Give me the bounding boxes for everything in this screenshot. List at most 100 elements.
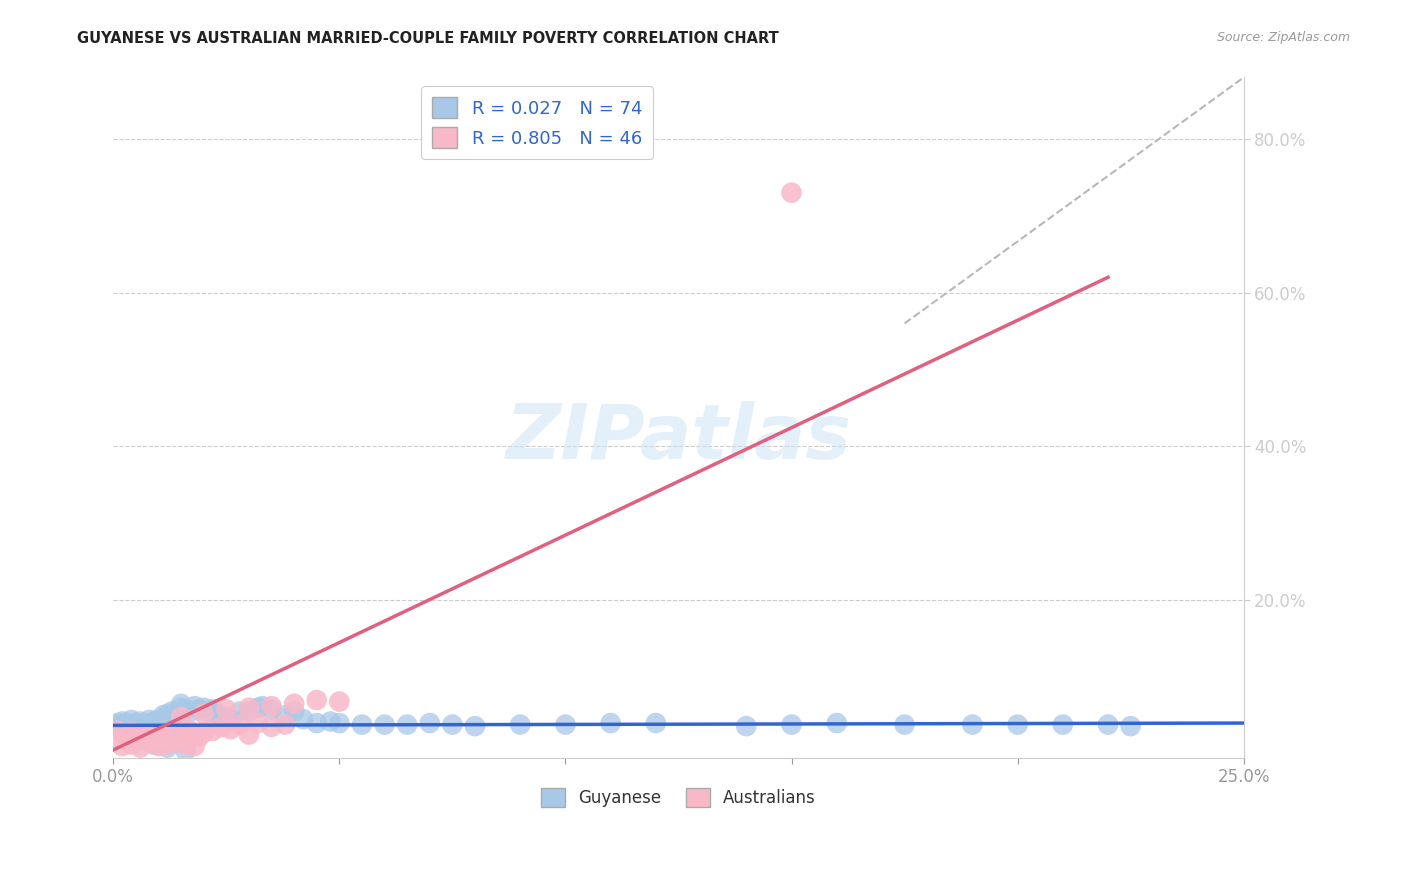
- Point: [219, 712, 242, 726]
- Point: [143, 714, 166, 729]
- Point: [893, 717, 915, 731]
- Point: [148, 713, 170, 727]
- Point: [1052, 717, 1074, 731]
- Point: [115, 725, 138, 739]
- Point: [160, 714, 183, 729]
- Point: [260, 720, 283, 734]
- Point: [125, 730, 148, 744]
- Point: [111, 728, 134, 742]
- Point: [120, 713, 142, 727]
- Legend: Guyanese, Australians: Guyanese, Australians: [534, 781, 823, 814]
- Point: [170, 710, 193, 724]
- Point: [129, 740, 152, 755]
- Point: [152, 728, 174, 742]
- Point: [201, 702, 224, 716]
- Point: [238, 705, 260, 719]
- Point: [201, 723, 224, 738]
- Point: [283, 705, 305, 719]
- Point: [260, 699, 283, 714]
- Point: [183, 728, 205, 742]
- Point: [274, 717, 297, 731]
- Point: [780, 186, 803, 200]
- Point: [554, 717, 576, 731]
- Point: [179, 723, 201, 738]
- Point: [174, 738, 197, 752]
- Point: [138, 713, 160, 727]
- Point: [211, 720, 233, 734]
- Point: [174, 744, 197, 758]
- Point: [599, 716, 621, 731]
- Point: [125, 731, 148, 746]
- Point: [160, 733, 183, 747]
- Point: [274, 708, 297, 723]
- Point: [246, 716, 269, 731]
- Point: [1097, 717, 1119, 731]
- Point: [174, 702, 197, 716]
- Point: [120, 717, 142, 731]
- Point: [138, 730, 160, 744]
- Point: [170, 697, 193, 711]
- Point: [134, 728, 156, 742]
- Point: [179, 705, 201, 719]
- Point: [125, 716, 148, 731]
- Point: [328, 716, 350, 731]
- Point: [152, 708, 174, 723]
- Point: [115, 720, 138, 734]
- Point: [152, 716, 174, 731]
- Point: [1119, 719, 1142, 733]
- Point: [193, 706, 215, 721]
- Point: [143, 733, 166, 747]
- Point: [825, 716, 848, 731]
- Point: [350, 717, 373, 731]
- Point: [283, 697, 305, 711]
- Point: [252, 699, 274, 714]
- Point: [138, 735, 160, 749]
- Point: [229, 705, 252, 719]
- Point: [238, 728, 260, 742]
- Point: [156, 706, 179, 721]
- Point: [115, 730, 138, 744]
- Point: [238, 700, 260, 714]
- Point: [260, 702, 283, 716]
- Text: GUYANESE VS AUSTRALIAN MARRIED-COUPLE FAMILY POVERTY CORRELATION CHART: GUYANESE VS AUSTRALIAN MARRIED-COUPLE FA…: [77, 31, 779, 46]
- Point: [396, 717, 419, 731]
- Point: [305, 693, 328, 707]
- Text: Source: ZipAtlas.com: Source: ZipAtlas.com: [1216, 31, 1350, 45]
- Point: [156, 740, 179, 755]
- Point: [115, 716, 138, 731]
- Point: [183, 739, 205, 753]
- Point: [107, 716, 129, 731]
- Point: [134, 719, 156, 733]
- Point: [464, 719, 486, 733]
- Point: [193, 700, 215, 714]
- Point: [219, 722, 242, 736]
- Point: [129, 717, 152, 731]
- Point: [148, 739, 170, 753]
- Point: [305, 716, 328, 731]
- Point: [129, 733, 152, 747]
- Point: [125, 719, 148, 733]
- Point: [138, 717, 160, 731]
- Point: [166, 710, 188, 724]
- Point: [780, 717, 803, 731]
- Point: [174, 725, 197, 739]
- Point: [215, 702, 238, 716]
- Point: [156, 710, 179, 724]
- Point: [134, 733, 156, 747]
- Point: [120, 725, 142, 739]
- Point: [962, 717, 984, 731]
- Point: [215, 710, 238, 724]
- Point: [193, 725, 215, 739]
- Point: [170, 700, 193, 714]
- Point: [644, 716, 666, 731]
- Point: [188, 730, 211, 744]
- Point: [441, 717, 464, 731]
- Point: [246, 700, 269, 714]
- Point: [374, 717, 396, 731]
- Point: [134, 716, 156, 731]
- Point: [319, 714, 342, 729]
- Point: [292, 712, 315, 726]
- Point: [229, 717, 252, 731]
- Point: [107, 723, 129, 738]
- Point: [111, 717, 134, 731]
